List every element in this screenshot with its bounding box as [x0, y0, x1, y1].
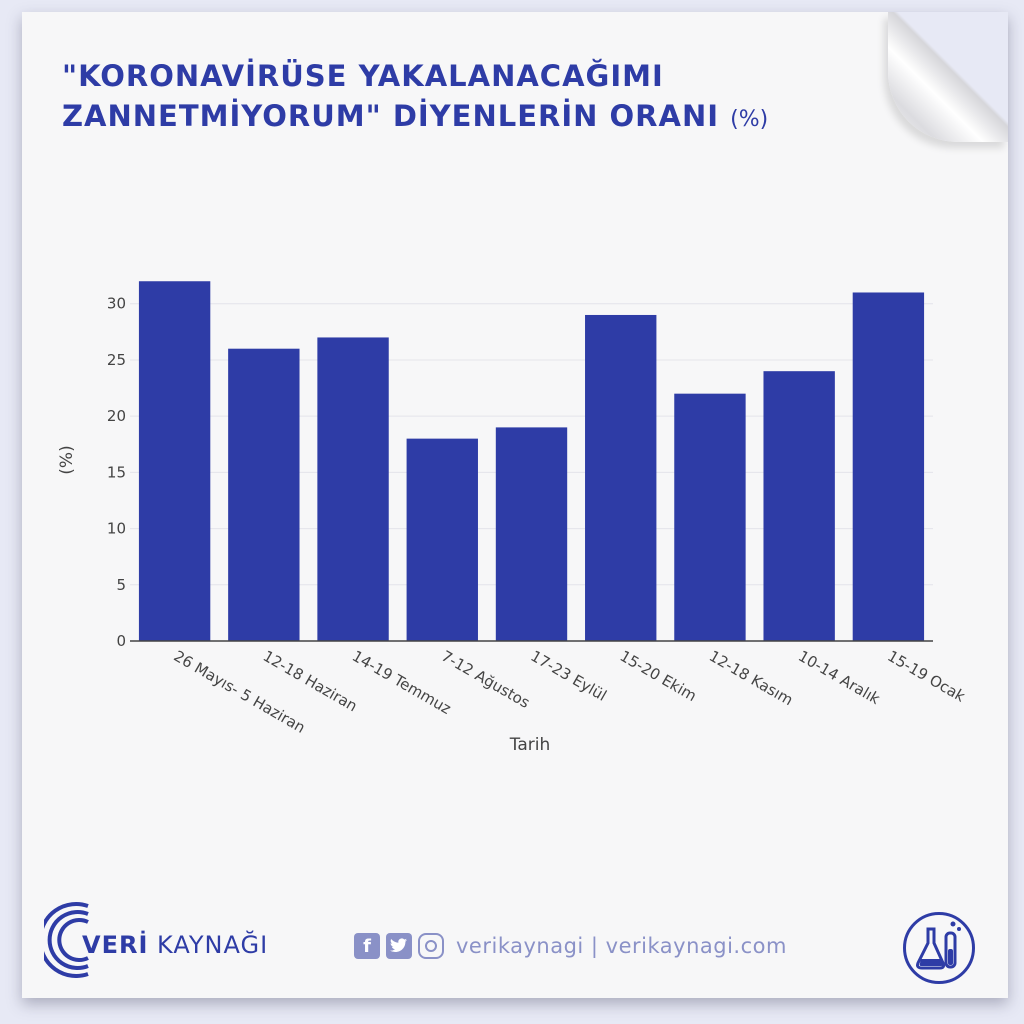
twitter-icon[interactable]	[386, 933, 412, 959]
bar	[495, 427, 568, 641]
bar	[674, 393, 746, 641]
y-tick-label: 25	[107, 351, 126, 369]
chart-title-text: "KORONAVİRÜSE YAKALANACAĞIMI ZANNETMİYOR…	[62, 59, 720, 133]
y-tick-label: 10	[107, 520, 126, 538]
instagram-icon[interactable]	[418, 933, 444, 959]
x-tick-label: 15-19 Ocak	[884, 647, 968, 706]
brand-name-bold: VERİ	[82, 931, 149, 959]
social-handle-text[interactable]: verikaynagi | verikaynagi.com	[456, 934, 787, 958]
x-axis-title: Tarih	[509, 735, 550, 755]
social-links: f verikaynagi | verikaynagi.com	[354, 930, 787, 962]
chart-title-unit: (%)	[730, 107, 769, 132]
y-tick-labels: 0 5 10 15 20 25 30	[107, 295, 126, 650]
y-tick-label: 20	[107, 407, 126, 425]
x-tick-label: 10-14 Aralık	[795, 647, 883, 708]
bar	[138, 281, 211, 641]
y-tick-label: 0	[116, 632, 126, 650]
page-curl	[888, 12, 1008, 142]
bar	[317, 337, 389, 641]
bar	[585, 314, 657, 641]
y-axis-title: (%)	[57, 445, 77, 474]
brand-name-rest: KAYNAĞI	[148, 931, 269, 959]
chart-title: "KORONAVİRÜSE YAKALANACAĞIMI ZANNETMİYOR…	[62, 56, 862, 140]
bar	[228, 348, 300, 641]
bar	[852, 292, 925, 641]
x-tick-label: 12-18 Kasım	[706, 647, 796, 709]
facebook-icon[interactable]: f	[354, 933, 380, 959]
y-tick-label: 5	[116, 576, 126, 594]
y-tick-label: 30	[107, 295, 126, 313]
x-tick-label: 15-20 Ekim	[617, 647, 700, 705]
brand-name: VERİ KAYNAĞI	[82, 931, 268, 959]
bars	[138, 281, 925, 641]
x-tick-label: 14-19 Temmuz	[349, 647, 454, 718]
lab-flask-icon	[903, 912, 975, 984]
bar	[406, 438, 478, 641]
y-tick-label: 15	[107, 463, 126, 481]
x-tick-label: 17-23 Eylül	[528, 647, 610, 705]
bar	[763, 371, 835, 641]
